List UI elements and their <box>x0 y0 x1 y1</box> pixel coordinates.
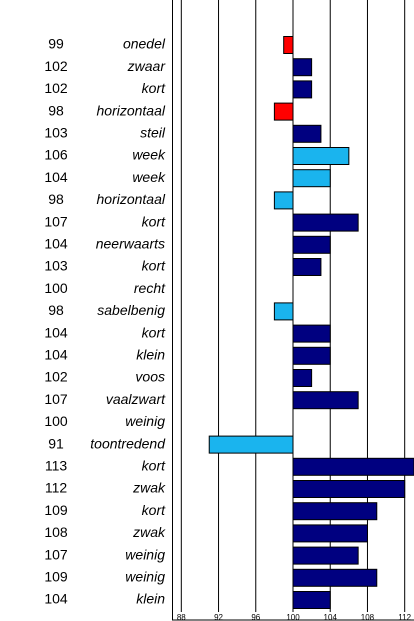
category-label: onedel <box>123 36 166 52</box>
x-tick-label: 108 <box>361 613 375 621</box>
bar <box>292 591 331 609</box>
value-label: 100 <box>44 280 68 296</box>
category-label: horizontaal <box>97 191 166 207</box>
category-label: zwaar <box>127 58 167 74</box>
value-label: 98 <box>48 302 64 318</box>
value-label: 99 <box>48 36 64 52</box>
bar <box>292 524 368 543</box>
bar <box>273 102 294 121</box>
x-tick-label: 100 <box>286 613 300 621</box>
bar <box>283 36 294 54</box>
value-label: 102 <box>44 80 68 96</box>
category-label: kort <box>142 258 166 274</box>
value-label: 98 <box>48 191 64 207</box>
value-label: 104 <box>44 169 68 185</box>
bar <box>292 457 414 476</box>
category-label: kort <box>142 458 166 474</box>
category-label: zwak <box>132 480 166 496</box>
bar <box>292 568 378 587</box>
x-tick-label: 88 <box>177 613 186 621</box>
bar <box>292 480 406 498</box>
category-label: weinig <box>125 546 165 562</box>
value-label: 102 <box>44 369 68 385</box>
value-label: 103 <box>44 125 68 141</box>
category-label: weinig <box>125 413 165 429</box>
category-label: sabelbenig <box>97 302 165 318</box>
value-label: 109 <box>44 569 68 585</box>
value-label: 91 <box>48 435 64 451</box>
value-label: 109 <box>44 502 68 518</box>
x-tick-label: 96 <box>251 613 260 621</box>
category-label: toontredend <box>90 435 166 451</box>
x-tick-label: 92 <box>214 613 223 621</box>
bar <box>292 346 331 365</box>
value-label: 103 <box>44 258 68 274</box>
category-label: week <box>132 147 166 163</box>
value-label: 107 <box>44 391 68 407</box>
bar <box>292 391 359 410</box>
category-label: zwak <box>132 524 166 540</box>
category-label: kort <box>142 502 166 518</box>
value-label: 107 <box>44 213 68 229</box>
value-label: 113 <box>45 458 68 474</box>
value-label: 104 <box>44 324 68 340</box>
bar <box>292 58 313 77</box>
bar <box>292 258 322 276</box>
bar <box>292 369 313 387</box>
category-label: voos <box>135 369 165 385</box>
value-label: 108 <box>44 524 68 540</box>
category-label: klein <box>136 591 165 607</box>
category-label: klein <box>136 347 165 363</box>
value-label: 102 <box>44 58 68 74</box>
value-label: 100 <box>44 413 68 429</box>
value-label: 107 <box>44 546 68 562</box>
value-label: 112 <box>45 480 68 496</box>
bar <box>292 546 359 565</box>
x-tick-label: 112 <box>398 613 411 621</box>
category-label: kort <box>142 324 166 340</box>
plot-frame <box>172 0 414 621</box>
category-label: kort <box>142 80 166 96</box>
bar <box>292 80 313 99</box>
category-label: steil <box>140 125 166 141</box>
x-tick-label: 104 <box>324 613 338 621</box>
category-label: horizontaal <box>97 102 166 118</box>
bar <box>273 302 294 321</box>
value-label: 106 <box>44 147 68 163</box>
bar <box>273 191 294 210</box>
bar <box>208 435 294 454</box>
category-label: vaalzwart <box>106 391 166 407</box>
bar <box>292 324 331 343</box>
bar <box>292 235 331 254</box>
category-label: week <box>132 169 166 185</box>
category-label: recht <box>134 280 166 296</box>
category-label: neerwaarts <box>96 236 165 252</box>
bar <box>292 124 322 143</box>
value-label: 104 <box>44 236 68 252</box>
bar <box>292 502 378 521</box>
bar <box>292 169 331 188</box>
category-label: kort <box>142 213 166 229</box>
bar <box>292 213 359 232</box>
value-label: 104 <box>44 591 68 607</box>
category-label: weinig <box>125 569 165 585</box>
bar <box>292 147 350 165</box>
value-label: 104 <box>44 347 68 363</box>
value-label: 98 <box>48 102 64 118</box>
